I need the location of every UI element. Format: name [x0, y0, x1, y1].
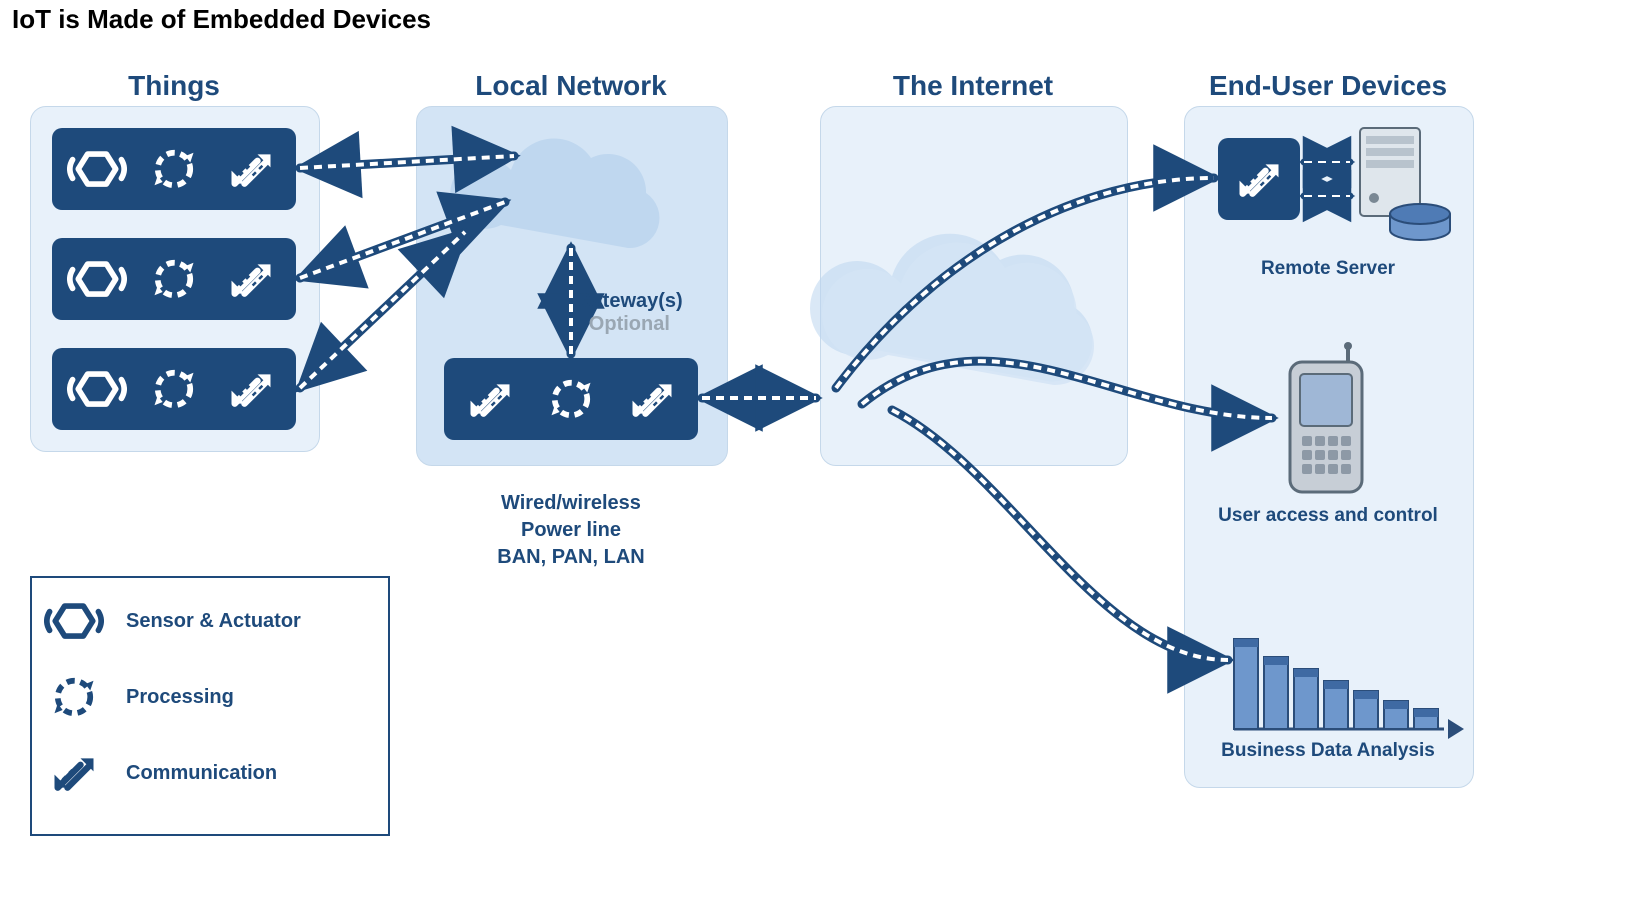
panel-title-internet: The Internet — [820, 70, 1126, 102]
processing-icon — [144, 139, 204, 199]
thing-device-box — [52, 348, 296, 430]
page-title: IoT is Made of Embedded Devices — [12, 4, 431, 35]
processing-icon — [44, 672, 104, 722]
communication-icon — [221, 249, 281, 309]
panel-title-localnet: Local Network — [416, 70, 726, 102]
communication-icon — [44, 748, 104, 798]
communication-icon — [460, 369, 520, 429]
gateway-label: Gateway(s) Optional — [576, 290, 683, 336]
processing-icon — [144, 249, 204, 309]
gateway-label-main: Gateway(s) — [576, 290, 683, 312]
remote-endpoint-box — [1218, 138, 1300, 220]
thing-device-box — [52, 128, 296, 210]
communication-icon — [221, 139, 281, 199]
localnet-caption: Wired/wireless Power line BAN, PAN, LAN — [416, 490, 726, 571]
sensor-actuator-icon — [67, 139, 127, 199]
communication-icon — [1229, 149, 1289, 209]
legend-row: Processing — [44, 672, 376, 722]
panel-title-things: Things — [30, 70, 318, 102]
caption-line: Power line — [416, 517, 726, 544]
legend-row: Sensor & Actuator — [44, 596, 376, 646]
user-access-label: User access and control — [1184, 505, 1472, 527]
sensor-actuator-icon — [67, 359, 127, 419]
legend-box: Sensor & Actuator Processing Communicati… — [30, 576, 390, 836]
remote-server-label: Remote Server — [1184, 258, 1472, 280]
panel-title-enduser: End-User Devices — [1184, 70, 1472, 102]
caption-line: BAN, PAN, LAN — [416, 544, 726, 571]
sensor-actuator-icon — [67, 249, 127, 309]
gateway-device-box — [444, 358, 698, 440]
processing-icon — [541, 369, 601, 429]
communication-icon — [622, 369, 682, 429]
gateway-label-optional: Optional — [576, 313, 683, 336]
panel-internet — [820, 106, 1128, 466]
legend-label: Communication — [126, 762, 277, 785]
thing-device-box — [52, 238, 296, 320]
legend-label: Sensor & Actuator — [126, 610, 301, 633]
communication-icon — [221, 359, 281, 419]
legend-label: Processing — [126, 686, 234, 709]
sensor-actuator-icon — [44, 596, 104, 646]
caption-line: Wired/wireless — [416, 490, 726, 517]
legend-row: Communication — [44, 748, 376, 798]
business-analysis-label: Business Data Analysis — [1184, 740, 1472, 762]
processing-icon — [144, 359, 204, 419]
